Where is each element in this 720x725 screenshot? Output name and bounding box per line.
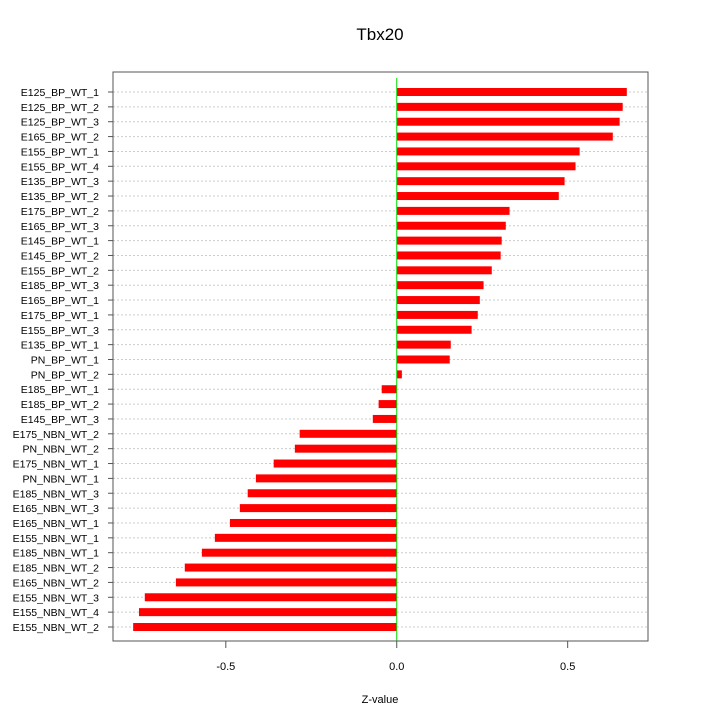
x-tick-label: -0.5	[216, 661, 235, 673]
bar	[133, 623, 397, 631]
y-tick-label: E125_BP_WT_3	[21, 117, 99, 129]
bar	[396, 132, 613, 141]
bar	[396, 281, 484, 290]
y-tick-label: E175_BP_WT_1	[21, 310, 99, 322]
y-tick-label: E125_BP_WT_2	[21, 102, 99, 114]
bar	[396, 147, 580, 156]
y-tick-label: E185_BP_WT_2	[21, 399, 99, 411]
bar	[372, 414, 397, 423]
y-tick-label: E175_NBN_WT_1	[13, 459, 100, 471]
bar	[396, 355, 450, 364]
y-tick-label: E155_NBN_WT_1	[13, 533, 100, 545]
bar	[396, 296, 480, 305]
bar	[396, 251, 501, 260]
bar	[396, 340, 451, 349]
y-tick-label: E165_BP_WT_1	[21, 295, 99, 307]
y-tick-label: E155_BP_WT_3	[21, 325, 99, 337]
bar	[378, 400, 397, 409]
y-tick-label: E185_NBN_WT_3	[13, 488, 100, 500]
bar	[396, 192, 559, 201]
chart-title: Tbx20	[356, 25, 403, 44]
y-tick-label: PN_NBN_WT_2	[23, 444, 100, 456]
x-tick-label: 0.5	[560, 661, 575, 673]
bar	[396, 206, 510, 215]
y-tick-label: E145_BP_WT_2	[21, 250, 99, 262]
bar	[396, 162, 576, 171]
y-tick-label: E175_NBN_WT_2	[13, 429, 100, 441]
bar	[255, 474, 397, 483]
x-ticks: -0.5 0.0 0.5	[216, 641, 575, 673]
bar	[396, 370, 402, 379]
bar	[247, 489, 397, 498]
y-tick-label: E135_BP_WT_2	[21, 191, 99, 203]
bar	[175, 578, 397, 587]
y-tick-label: E175_BP_WT_2	[21, 206, 99, 218]
bar	[294, 444, 397, 453]
y-tick-label: E125_BP_WT_1	[21, 87, 99, 99]
y-tick-label: E165_BP_WT_2	[21, 132, 99, 144]
y-tick-label: E155_NBN_WT_2	[13, 622, 100, 634]
bar	[299, 429, 397, 438]
y-tick-label: E165_NBN_WT_1	[13, 518, 100, 530]
y-tick-label: E185_BP_WT_3	[21, 280, 99, 292]
y-tick-label: E155_BP_WT_1	[21, 146, 99, 158]
grid-lines	[113, 91, 648, 628]
bar	[214, 533, 397, 542]
bar	[381, 385, 397, 394]
bar	[396, 236, 502, 245]
bar	[239, 504, 397, 513]
y-tick-label: E165_BP_WT_3	[21, 221, 99, 233]
bar	[396, 177, 565, 186]
bar	[144, 593, 397, 602]
y-tick-label: E145_BP_WT_1	[21, 236, 99, 248]
bar	[396, 266, 492, 275]
bar	[273, 459, 397, 468]
y-tick-label: E155_NBN_WT_3	[13, 592, 100, 604]
bar	[201, 548, 397, 557]
y-tick-label: E155_NBN_WT_4	[13, 607, 100, 619]
bar	[184, 563, 397, 572]
y-tick-label: E155_BP_WT_4	[21, 161, 99, 173]
bars	[133, 88, 627, 631]
y-tick-label: E165_NBN_WT_2	[13, 577, 100, 589]
bar	[396, 310, 478, 319]
bar	[396, 325, 472, 334]
y-tick-label: PN_BP_WT_1	[31, 355, 99, 367]
bar	[396, 221, 506, 230]
y-tick-label: E165_NBN_WT_3	[13, 503, 100, 515]
y-tick-label: E145_BP_WT_3	[21, 414, 99, 426]
y-tick-label: E185_NBN_WT_1	[13, 548, 100, 560]
bar	[138, 608, 397, 617]
bar	[396, 102, 623, 111]
y-tick-label: PN_NBN_WT_1	[23, 473, 100, 485]
y-tick-label: PN_BP_WT_2	[31, 369, 99, 381]
y-tick-label: E135_BP_WT_1	[21, 340, 99, 352]
bar	[396, 88, 627, 96]
y-tick-label: E185_BP_WT_1	[21, 384, 99, 396]
x-axis-label: Z-value	[362, 694, 399, 706]
y-tick-label: E185_NBN_WT_2	[13, 563, 100, 575]
plot-frame	[112, 71, 649, 642]
y-tick-label: E135_BP_WT_3	[21, 176, 99, 188]
y-tick-label: E155_BP_WT_2	[21, 265, 99, 277]
bar	[396, 117, 620, 126]
bar	[229, 518, 397, 527]
y-tick-labels: E125_BP_WT_1 E125_BP_WT_2 E125_BP_WT_3 E165…	[13, 87, 113, 634]
x-tick-label: 0.0	[389, 661, 404, 673]
